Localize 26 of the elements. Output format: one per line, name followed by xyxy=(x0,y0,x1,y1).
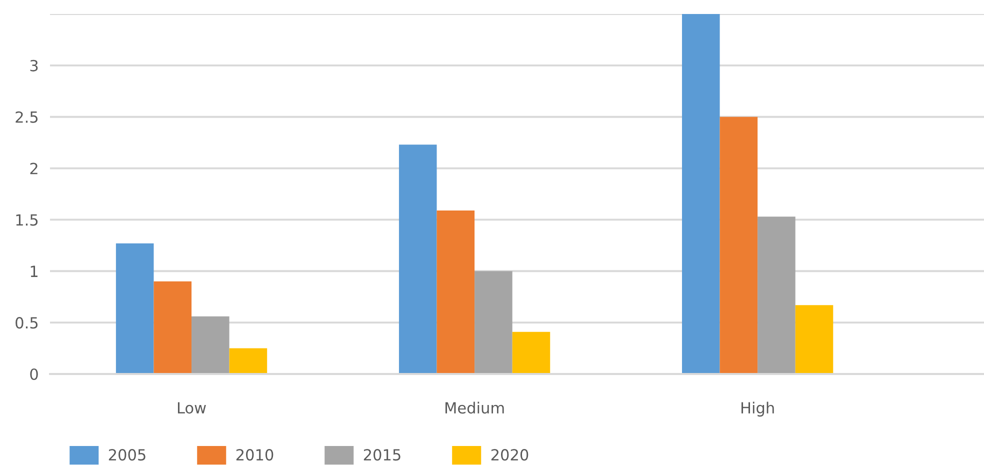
legend-label: 2010 xyxy=(236,449,274,461)
x-tick-label: Low xyxy=(178,402,206,414)
bar xyxy=(436,210,475,374)
bar xyxy=(758,216,796,374)
bar xyxy=(398,144,437,374)
bar xyxy=(682,14,720,374)
y-tick-label: 0.5 xyxy=(16,317,38,329)
x-tick-label: High xyxy=(742,402,774,417)
y-tick-label: 0 xyxy=(30,368,38,380)
bar xyxy=(192,316,230,374)
legend-label: 2020 xyxy=(491,449,528,461)
y-tick-label: 3 xyxy=(30,60,38,72)
y-tick-label: 1 xyxy=(30,266,38,277)
y-tick-label: 1.5 xyxy=(16,214,38,226)
legend-label: 2015 xyxy=(364,449,400,461)
bar xyxy=(795,305,834,374)
bar xyxy=(154,281,192,374)
y-tick-label: 2 xyxy=(30,162,38,174)
legend-label: 2005 xyxy=(108,449,146,461)
bar xyxy=(720,116,758,374)
bar xyxy=(474,271,512,374)
bar xyxy=(116,243,154,374)
x-tick-label: Medium xyxy=(446,402,504,414)
bar xyxy=(229,348,268,374)
bar xyxy=(512,332,550,374)
y-tick-label: 2.5 xyxy=(16,111,38,123)
